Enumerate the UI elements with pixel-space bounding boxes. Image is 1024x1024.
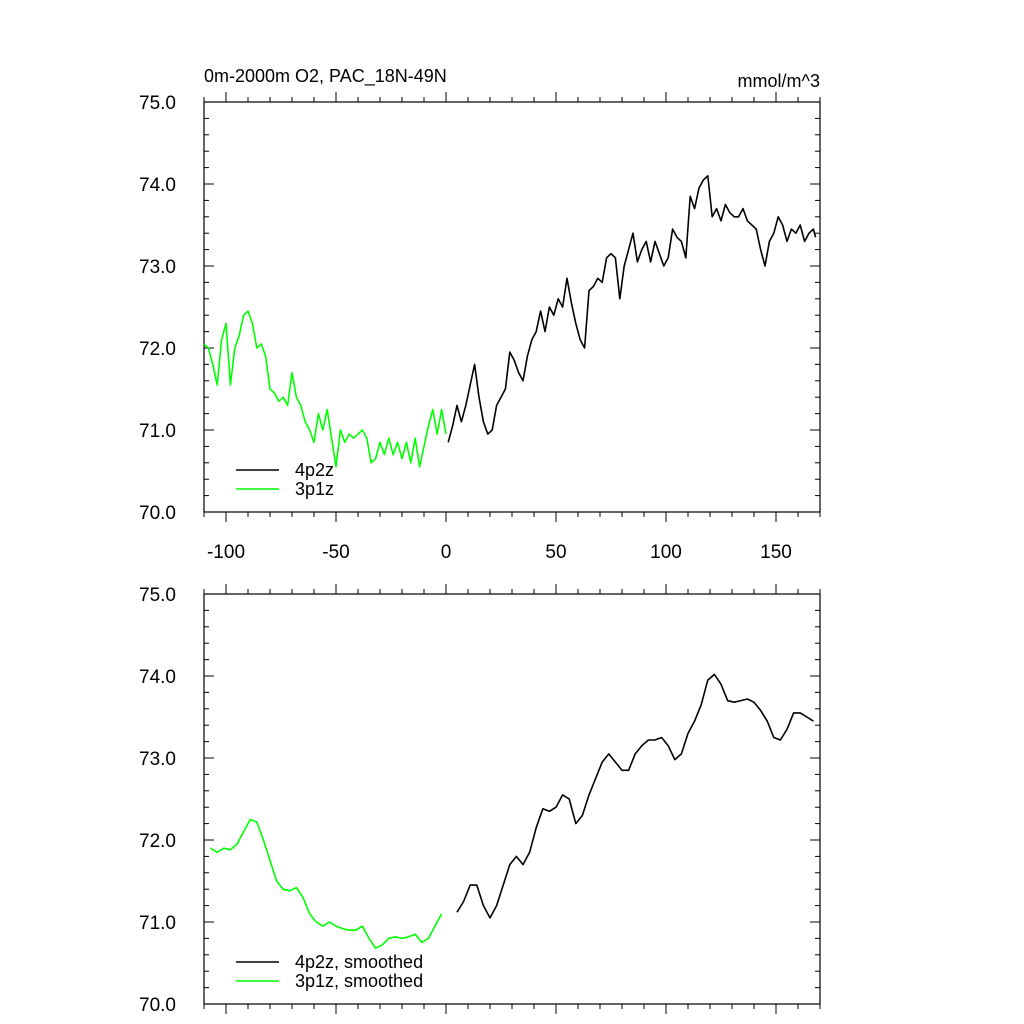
top-y-tick-label: 73.0 [139, 257, 176, 278]
bottom-y-tick-label: 71.0 [139, 913, 176, 934]
bottom-y-tick-label: 74.0 [139, 667, 176, 688]
bottom-axis-ticks: 70.0 71.0 72.0 73.0 74.0 75.0 [139, 584, 821, 1016]
figure-title: 0m-2000m O2, PAC_18N-49N [204, 66, 447, 87]
top-x-tick-label: -100 [207, 542, 245, 563]
top-x-tick-label: 100 [650, 542, 682, 563]
top-series-3p1z [203, 310, 447, 468]
units-label: mmol/m^3 [738, 71, 820, 91]
top-y-tick-label: 72.0 [139, 339, 176, 360]
top-y-tick-label: 70.0 [139, 503, 176, 524]
top-axis-ticks: -100 -50 0 50 100 150 70.0 71.0 72.0 73.0 74.0 75.0 [139, 92, 821, 563]
top-y-tick-label: 71.0 [139, 421, 176, 442]
top-series-4p2z [447, 175, 817, 443]
bottom-y-tick-label: 72.0 [139, 831, 176, 852]
bottom-y-tick-label: 73.0 [139, 749, 176, 770]
top-series-group [203, 175, 817, 468]
bottom-y-tick-label: 75.0 [139, 585, 176, 606]
bottom-series-3p1z-smoothed [210, 818, 443, 950]
top-y-tick-label: 75.0 [139, 93, 176, 114]
top-legend-label-4p2z: 4p2z [295, 460, 334, 480]
top-x-tick-label: 150 [760, 542, 792, 563]
bottom-legend-label-3p1z-smoothed: 3p1z, smoothed [295, 971, 423, 991]
bottom-series-4p2z-smoothed [456, 673, 814, 919]
top-legend-label-3p1z: 3p1z [295, 479, 334, 499]
top-x-tick-label: -50 [322, 542, 349, 563]
top-x-tick-label: 50 [545, 542, 566, 563]
bottom-series-group [210, 673, 814, 950]
bottom-panel: 70.0 71.0 72.0 73.0 74.0 75.0 4p2z, smoothed3… [139, 584, 821, 1016]
bottom-legend-label-4p2z-smoothed: 4p2z, smoothed [295, 952, 423, 972]
top-panel: -100 -50 0 50 100 150 70.0 71.0 72.0 73.0 74.0 75.0… [139, 92, 821, 563]
top-x-tick-label: 0 [441, 542, 452, 563]
top-y-tick-label: 74.0 [139, 175, 176, 196]
bottom-y-tick-label: 70.0 [139, 995, 176, 1016]
